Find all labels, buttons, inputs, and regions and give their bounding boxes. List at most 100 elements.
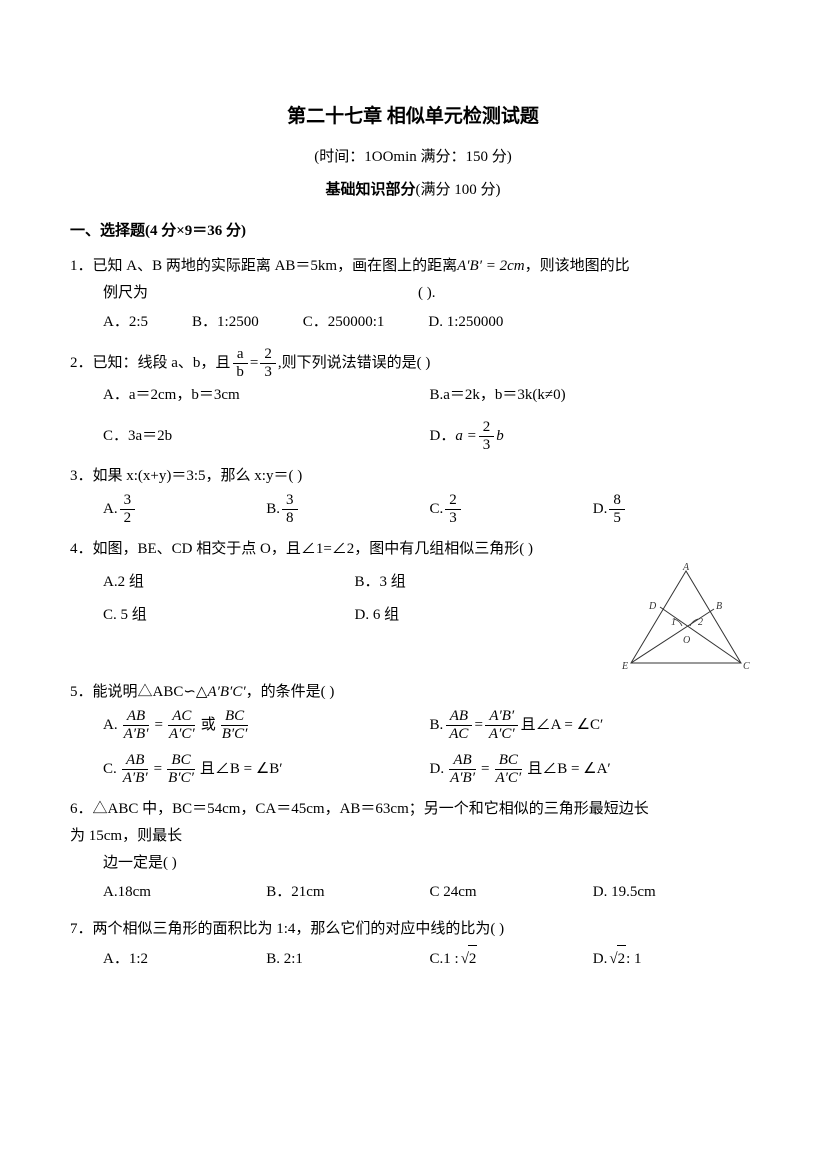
q2-options-row1: A．a＝2cm，b＝3cm B.a＝2k，b＝3k(k≠0)	[70, 382, 756, 409]
q5-c-f1n: AB	[122, 752, 148, 770]
q2-stem-b: ,则下列说法错误的是( )	[278, 350, 431, 377]
section-basic-label: 基础知识部分	[325, 182, 415, 198]
q7-d-pre: D.	[593, 946, 608, 973]
q7-opt-b: B. 2:1	[266, 946, 429, 973]
q1-opt-b: B．1:2500	[192, 309, 259, 336]
q7-c-rad: 2	[468, 945, 478, 973]
section-basic: 基础知识部分(满分 100 分)	[70, 177, 756, 204]
q7-c-sqrt: 2	[459, 945, 478, 973]
q1-expr: A′B′ = 2cm	[457, 253, 525, 280]
q2-d-frac-num: 2	[479, 419, 495, 437]
q2-opt-b: B.a＝2k，b＝3k(k≠0)	[430, 382, 757, 409]
q5-d-tail: 且∠B = ∠A′	[527, 756, 611, 783]
mc-heading: 一、选择题(4 分×9＝36 分)	[70, 218, 756, 245]
q3-opt-c: C. 23	[430, 492, 593, 526]
q4-label-a: A	[682, 563, 690, 573]
q2-frac2: 2 3	[260, 346, 276, 380]
q7: 7．两个相似三角形的面积比为 1:4，那么它们的对应中线的比为( ) A．1:2…	[70, 916, 756, 973]
q3-a-frac: 32	[120, 492, 136, 526]
q5-a-f3n: BC	[221, 708, 248, 726]
q7-options: A．1:2 B. 2:1 C. 1 : 2 D. 2 : 1	[70, 945, 756, 973]
q3-d-num: 8	[609, 492, 625, 510]
q5-c-f2d: B′C′	[164, 770, 198, 787]
q5-a-f2d: A′C′	[165, 726, 199, 743]
q4-label-d: D	[648, 601, 657, 612]
q5-b-f1n: AB	[446, 708, 472, 726]
q4-opt-a: A.2 组	[103, 569, 355, 596]
q5-opt-a: A. ABA′B′ = ACA′C′ 或 BCB′C′	[103, 708, 430, 742]
q5-b-tail: 且∠A = ∠C′	[521, 712, 604, 739]
q5-b-f2d: A′C′	[485, 726, 519, 743]
q3-b-den: 8	[282, 510, 298, 527]
q4-label-c: C	[743, 661, 750, 672]
q7-d-rhs: : 1	[626, 946, 641, 973]
q5-opt-c: C. ABA′B′ = BCB′C′ 且∠B = ∠B′	[103, 752, 430, 786]
q5-c-tail: 且∠B = ∠B′	[200, 756, 283, 783]
q4-options: A.2 组 B．3 组 C. 5 组 D. 6 组	[70, 563, 606, 635]
q6: 6．△ABC 中，BC＝54cm，CA＝45cm，AB＝63cm；另一个和它相似…	[70, 796, 756, 906]
q5-d-f2d: A′C′	[491, 770, 525, 787]
q5-a-eq1: =	[154, 712, 162, 739]
q5-d-f1: ABA′B′	[446, 752, 479, 786]
q3-opt-d: D. 85	[593, 492, 756, 526]
q5-c-f1d: A′B′	[119, 770, 152, 787]
q5-a-or: 或	[201, 712, 216, 739]
q2: 2．已知：线段 a、b，且 a b = 2 3 ,则下列说法错误的是( ) A．…	[70, 346, 756, 453]
q5-d-eq1: =	[481, 756, 489, 783]
q7-opt-d: D. 2 : 1	[593, 945, 756, 973]
q6-opt-c: C 24cm	[430, 879, 593, 906]
q7-c-pre: C.	[430, 946, 444, 973]
q6-opt-b: B．21cm	[266, 879, 429, 906]
q4-label-o: O	[683, 635, 690, 646]
q5-b-f2: A′B′A′C′	[485, 708, 519, 742]
q5-a-f3: BCB′C′	[218, 708, 252, 742]
q4-opt-d: D. 6 组	[355, 602, 607, 629]
q5-c-f2n: BC	[167, 752, 194, 770]
q5-stem-a: 5．能说明△ABC∽△	[70, 679, 207, 706]
q2-frac1: a b	[232, 346, 248, 380]
q5-c-f2: BCB′C′	[164, 752, 198, 786]
q3-b-frac: 38	[282, 492, 298, 526]
q1-opt-d: D. 1:250000	[428, 309, 503, 336]
q5-c-f1: ABA′B′	[119, 752, 152, 786]
q2-d-frac: 2 3	[479, 419, 495, 453]
q3-c-den: 3	[445, 510, 461, 527]
q4-label-2: 2	[698, 617, 703, 628]
q3-c-num: 2	[445, 492, 461, 510]
q1-paren: ( ).	[418, 280, 436, 307]
q3-c-pre: C.	[430, 496, 444, 523]
q2-opt-c: C．3a＝2b	[103, 423, 430, 450]
q2-d-rhs: b	[496, 423, 504, 450]
q6-line1: 6．△ABC 中，BC＝54cm，CA＝45cm，AB＝63cm；另一个和它相似…	[70, 796, 756, 823]
q4-label-b: B	[716, 601, 722, 612]
q3-opt-b: B. 38	[266, 492, 429, 526]
q5-c-pre: C.	[103, 756, 117, 783]
q3-d-den: 5	[609, 510, 625, 527]
q3: 3．如果 x:(x+y)＝3:5，那么 x:y＝( ) A. 32 B. 38 …	[70, 463, 756, 526]
q4-stem: 4．如图，BE、CD 相交于点 O，且∠1=∠2，图中有几组相似三角形( )	[70, 536, 756, 563]
q5-a-f2n: AC	[168, 708, 195, 726]
q5-options-row2: C. ABA′B′ = BCB′C′ 且∠B = ∠B′ D. ABA′B′ =…	[70, 752, 756, 786]
q3-a-pre: A.	[103, 496, 118, 523]
q5-d-f2n: BC	[495, 752, 522, 770]
q4-opt-c: C. 5 组	[103, 602, 355, 629]
q2-eq: =	[250, 350, 258, 377]
q2-opt-a: A．a＝2cm，b＝3cm	[103, 382, 430, 409]
q2-d-pre: D．	[430, 423, 456, 450]
q6-line3: 边一定是( )	[70, 850, 756, 877]
q2-opt-d: D． a = 2 3 b	[430, 419, 757, 453]
q7-d-sqrt: 2	[607, 945, 626, 973]
q1-stem-a: 1．已知 A、B 两地的实际距离 AB＝5km，画在图上的距离	[70, 253, 457, 280]
q3-stem: 3．如果 x:(x+y)＝3:5，那么 x:y＝( )	[70, 463, 756, 490]
q3-a-den: 2	[120, 510, 136, 527]
q2-stem-a: 2．已知：线段 a、b，且	[70, 350, 230, 377]
q4-label-1: 1	[671, 617, 676, 628]
q2-d-frac-den: 3	[479, 437, 495, 454]
q5-a-f3d: B′C′	[218, 726, 252, 743]
q7-d-rad: 2	[617, 945, 627, 973]
q3-d-frac: 85	[609, 492, 625, 526]
q5-c-eq1: =	[154, 756, 162, 783]
q5: 5．能说明△ABC∽△ A′B′C′ ，的条件是( ) A. ABA′B′ = …	[70, 679, 756, 786]
q5-a-f1d: A′B′	[120, 726, 153, 743]
q3-options: A. 32 B. 38 C. 23 D. 85	[70, 492, 756, 526]
